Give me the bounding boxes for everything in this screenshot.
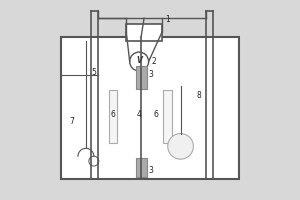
Bar [109, 90, 118, 143]
Text: V: V [136, 56, 142, 65]
Text: 6: 6 [154, 110, 158, 119]
Text: 2: 2 [152, 57, 156, 66]
Bar [126, 24, 162, 41]
Text: 3: 3 [148, 70, 153, 79]
Circle shape [168, 134, 194, 159]
Bar [136, 66, 147, 89]
Text: 7: 7 [70, 117, 75, 126]
Bar [136, 158, 147, 177]
Bar [61, 37, 239, 179]
Bar [163, 90, 172, 143]
Text: 4: 4 [136, 110, 142, 119]
Text: 1: 1 [165, 15, 170, 24]
Text: 6: 6 [110, 110, 115, 119]
Text: 5: 5 [92, 68, 97, 77]
Circle shape [130, 52, 148, 71]
Text: 8: 8 [196, 91, 201, 100]
Text: 3: 3 [148, 166, 153, 175]
